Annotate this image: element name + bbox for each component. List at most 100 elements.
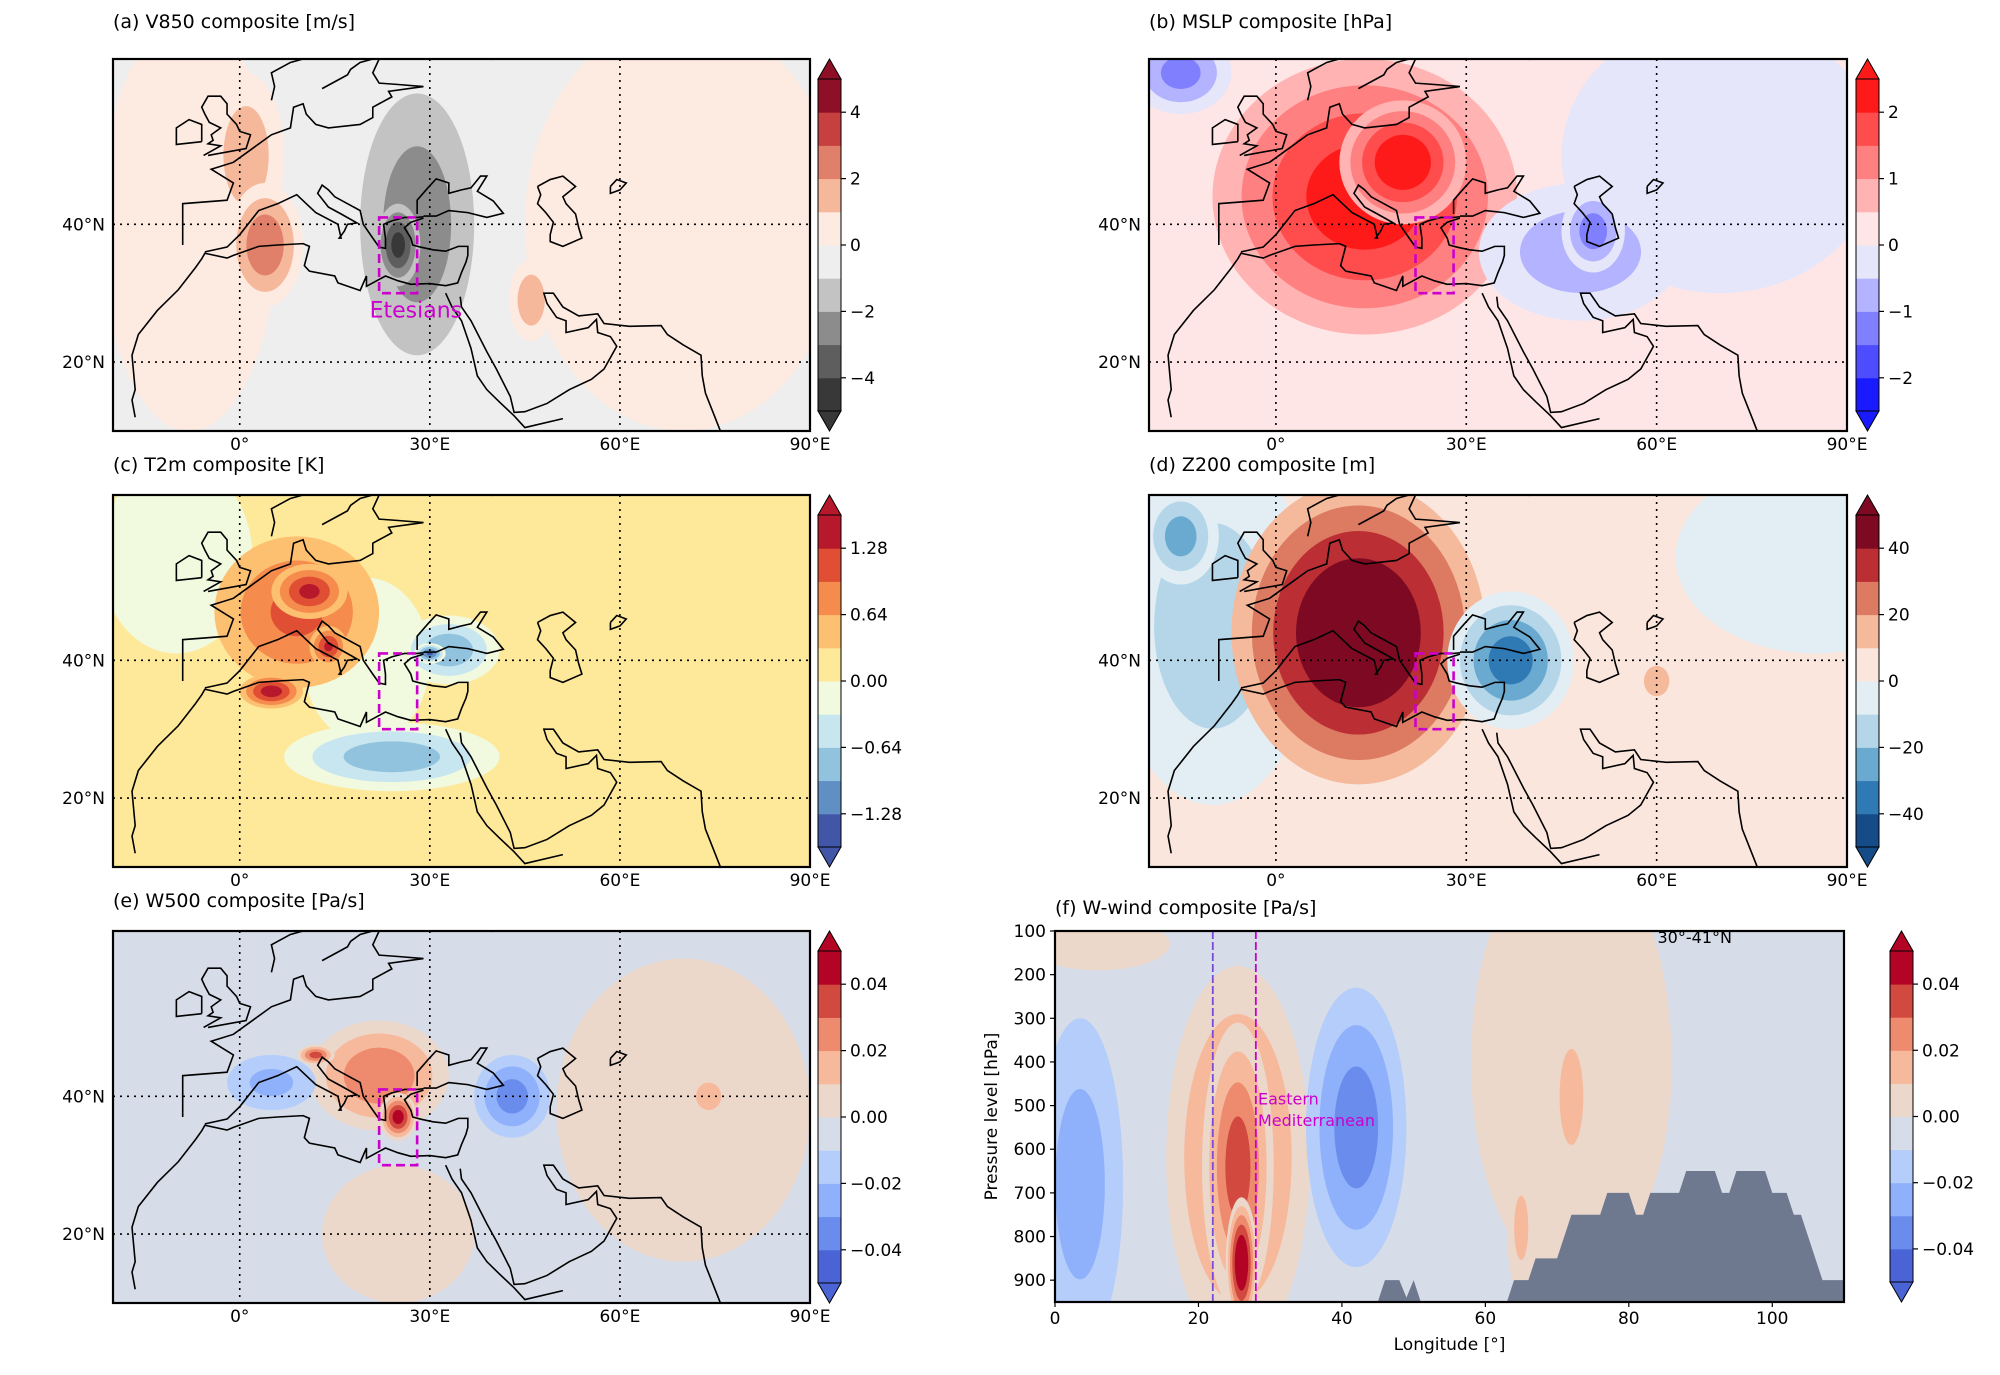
- y-tick-label: 40°N: [1098, 651, 1141, 671]
- axes-frame: [111, 929, 812, 1305]
- colorbar-band: [818, 1249, 841, 1284]
- colorbar-f: 0.04 0.02 0.00 −0.02 −0.04: [1889, 929, 1974, 1304]
- colorbar-extend-max: [817, 57, 842, 80]
- y-tick-label: 100: [1014, 922, 1046, 942]
- colorbar-band: [818, 780, 841, 815]
- colorbar-tick-label: 0: [1888, 236, 1899, 256]
- coastline: [200, 531, 252, 593]
- panel-f-title: (f) W-wind composite [Pa/s]: [1055, 897, 1317, 919]
- x-tick-label: 30°E: [409, 1307, 450, 1327]
- colorbar-band: [1856, 780, 1879, 815]
- colorbar-band: [818, 813, 841, 848]
- colorbar-d: 40 20 0 −20 −40: [1855, 493, 1924, 869]
- coastline: [1619, 467, 1651, 481]
- coastline: [321, 59, 374, 90]
- contour-fill: [309, 1051, 323, 1059]
- coastline: [1495, 292, 1759, 431]
- y-tick-label: 500: [1014, 1097, 1046, 1117]
- colorbar-tick-label: −2: [850, 302, 875, 322]
- y-tick-label: 20°N: [1098, 789, 1141, 809]
- colorbar-tick-label: 1.28: [850, 539, 888, 559]
- colorbar-tick-label: 0.64: [850, 606, 888, 626]
- colorbar-band: [818, 548, 841, 582]
- coastline: [175, 990, 203, 1018]
- contour-fill: [556, 958, 810, 1262]
- y-tick-label: 40°N: [62, 1087, 105, 1107]
- contour-fill: [1160, 59, 1201, 89]
- x-tick-label: 40: [1331, 1309, 1353, 1329]
- colorbar-band: [818, 377, 841, 412]
- colorbar-band: [818, 211, 841, 246]
- colorbar-band: [818, 245, 841, 279]
- colorbar-band: [1856, 145, 1879, 180]
- coastline: [1452, 611, 1542, 655]
- colorbar-tick-label: 2: [1888, 103, 1899, 123]
- colorbar-extend-min: [1889, 1281, 1914, 1304]
- coastline: [416, 175, 505, 219]
- axes-frame: [1147, 493, 1849, 869]
- panel-b: 0° 30°E 60°E 90°E 40°N 20°N 2 1 0 −1 −2: [1098, 31, 1913, 455]
- colorbar-tick-label: 1: [1888, 170, 1899, 190]
- coastline: [582, 903, 614, 917]
- colorbar-tick-label: 0.02: [1922, 1041, 1960, 1061]
- y-tick-label: 400: [1014, 1053, 1046, 1073]
- x-tick-label: 30°E: [1446, 435, 1487, 455]
- colorbar-band: [818, 1117, 841, 1151]
- contour-fill: [1055, 931, 1170, 971]
- colorbar-tick-label: −0.02: [1922, 1174, 1974, 1194]
- y-tick-label: 20°N: [62, 353, 105, 373]
- coastline: [444, 1164, 564, 1301]
- coastline: [1495, 728, 1759, 867]
- x-tick-label: 0: [1050, 1309, 1061, 1329]
- colorbar-a: 4 2 0 −2 −4: [817, 57, 875, 433]
- colorbar-tick-label: −0.04: [1922, 1240, 1974, 1260]
- coastline: [1167, 653, 1506, 854]
- colorbar-tick-label: −1: [1888, 302, 1913, 322]
- coastline: [609, 178, 628, 195]
- colorbar-extend-min: [1855, 410, 1880, 433]
- colorbar-band: [1890, 984, 1913, 1018]
- colorbar-band: [818, 278, 841, 312]
- coastline: [181, 931, 424, 1117]
- colorbar-band: [818, 984, 841, 1018]
- y-tick-label: 40°N: [62, 651, 105, 671]
- colorbar-band: [1856, 681, 1879, 715]
- colorbar-tick-label: 20: [1888, 606, 1910, 626]
- coastline: [1218, 495, 1461, 681]
- colorbar-tick-label: 40: [1888, 539, 1910, 559]
- colorbar-tick-label: −4: [850, 369, 875, 389]
- coastline: [609, 1050, 628, 1067]
- colorbar-band: [818, 1017, 841, 1052]
- x-axis-label: Longitude [°]: [1394, 1335, 1506, 1355]
- panel-a-field: [113, 59, 810, 431]
- annotation: Eastern: [1258, 1089, 1319, 1108]
- colorbar-band: [1856, 112, 1879, 146]
- y-tick-label: 20°N: [62, 1225, 105, 1245]
- coastline: [444, 292, 564, 429]
- y-tick-label: 40°N: [1098, 215, 1141, 235]
- colorbar-band: [1856, 278, 1879, 312]
- contour-fill: [392, 1109, 404, 1125]
- colorbar-tick-label: −0.64: [850, 738, 902, 758]
- coastline: [200, 967, 252, 1029]
- contour-fill: [1374, 134, 1431, 190]
- colorbar-band: [818, 647, 841, 682]
- contour-fill: [1675, 495, 1847, 654]
- coastline: [175, 554, 203, 582]
- axes-frame: [1147, 57, 1849, 433]
- coastline: [1619, 31, 1651, 45]
- annotation: Mediterranean: [1258, 1111, 1375, 1130]
- coastline: [270, 59, 304, 101]
- colorbar-tick-label: 0.00: [850, 1108, 888, 1128]
- coastline: [1306, 59, 1340, 101]
- colorbar-band: [818, 747, 841, 782]
- x-tick-label: 0°: [230, 871, 249, 891]
- colorbar-band: [1890, 1050, 1913, 1084]
- colorbar-extend-min: [817, 846, 842, 869]
- x-tick-label: 60°E: [599, 871, 640, 891]
- panel-a-title: (a) V850 composite [m/s]: [113, 11, 356, 33]
- panel-a: Etesians 0° 30°E 60°E 90°E 40°N 20°N 4 2 0 −2 −4: [62, 57, 875, 455]
- contour-fill: [260, 685, 283, 698]
- region-box: [1414, 652, 1455, 731]
